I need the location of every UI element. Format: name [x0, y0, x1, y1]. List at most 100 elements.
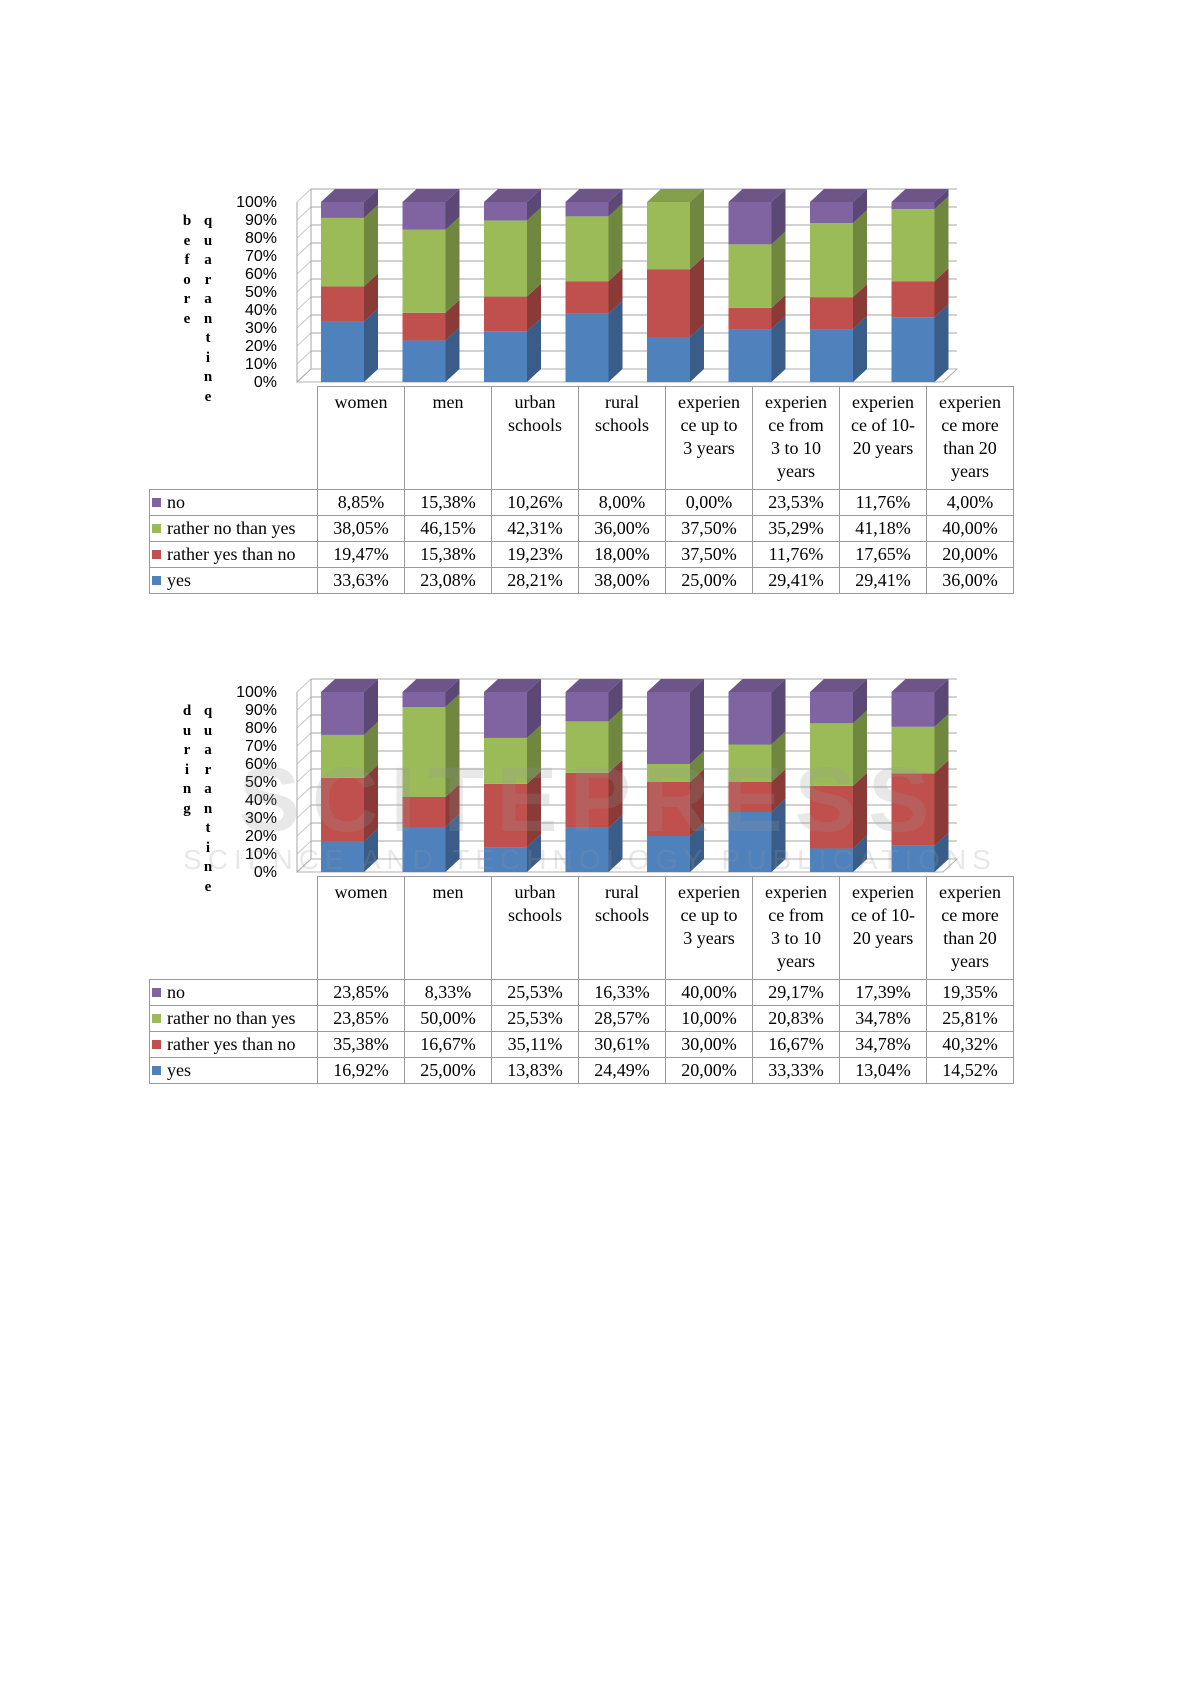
- category-label-line: experien: [939, 882, 1001, 902]
- category-label-line: women: [334, 882, 388, 902]
- table-cell-value: 18,00%: [578, 541, 666, 568]
- table-cell-value: 11,76%: [752, 541, 840, 568]
- y-tick-label: 90%: [245, 702, 277, 719]
- series-name: yes: [167, 570, 191, 590]
- table-cell-value: 23,08%: [404, 567, 492, 594]
- category-label-line: than 20: [943, 928, 997, 948]
- series-legend-cell: rather yes than no: [149, 1031, 318, 1058]
- y-tick-label: 70%: [245, 248, 277, 265]
- y-tick-label: 100%: [236, 684, 277, 701]
- bar-segment-no: [321, 679, 378, 735]
- vertical-title-letter: g: [183, 800, 191, 817]
- bar-segment-rather-yes-than-no: [891, 268, 949, 318]
- table-cell-value: 20,00%: [665, 1057, 753, 1084]
- bar-segment-no: [565, 679, 623, 722]
- vertical-title-letter: u: [182, 722, 192, 739]
- table-cell-value: 37,50%: [665, 541, 753, 568]
- table-cell-value: 25,53%: [491, 1005, 579, 1032]
- table-cell-value: 35,29%: [752, 515, 840, 542]
- bar-segment-no: [647, 679, 704, 764]
- vertical-title-letter: q: [203, 213, 213, 229]
- table-cell-value: 35,11%: [491, 1031, 579, 1058]
- bar-segment-rather-no-than-yes: [321, 204, 378, 287]
- table-cell-value: 11,76%: [839, 489, 927, 516]
- bar-segment-no: [728, 679, 786, 745]
- bar-segment-rather-yes-than-no: [891, 760, 949, 846]
- legend-swatch: [152, 498, 161, 507]
- bar-segment-no: [484, 188, 541, 221]
- bar-segment-rather-no-than-yes: [484, 724, 541, 784]
- category-label-line: 3 to 10: [770, 928, 821, 948]
- gridline-side: [296, 696, 312, 711]
- bar-segment-yes: [891, 832, 949, 872]
- vertical-title-letter: r: [204, 271, 212, 288]
- vertical-title-letter: f: [184, 252, 190, 268]
- category-label-line: ce up to: [680, 415, 738, 435]
- table-cell-value: 15,38%: [404, 541, 492, 568]
- bar-segment-rather-yes-than-no: [728, 294, 786, 330]
- bar-top-cap: [728, 679, 786, 692]
- series-name: rather yes than no: [167, 544, 296, 564]
- table-cell-value: 19,47%: [317, 541, 405, 568]
- y-tick-label: 60%: [245, 266, 277, 283]
- bar-segment-no: [484, 679, 541, 738]
- category-label-line: experien: [765, 882, 827, 902]
- data-table: women men urban schools rural schools experien…: [149, 386, 1014, 594]
- category-label: experien ce of 10- 20 years: [839, 876, 927, 980]
- gridline-side: [296, 840, 312, 855]
- table-cell-value: 33,33%: [752, 1057, 840, 1084]
- category-label-line: urban: [514, 392, 556, 412]
- bar-segment-yes: [647, 823, 704, 872]
- gridline-side: [296, 350, 312, 365]
- series-legend-cell: yes: [149, 1057, 318, 1084]
- data-table: women men urban schools rural schools experien…: [149, 876, 1014, 1084]
- bar-segment-yes: [728, 799, 786, 872]
- table-cell-value: 19,35%: [926, 979, 1014, 1006]
- category-label: women: [317, 876, 405, 980]
- bar-segment-yes: [402, 814, 460, 872]
- vertical-title-letter: a: [204, 742, 212, 758]
- y-tick-label: 40%: [245, 302, 277, 319]
- table-cell-value: 25,53%: [491, 979, 579, 1006]
- table-cell-value: 50,00%: [404, 1005, 492, 1032]
- category-label-line: schools: [508, 905, 562, 925]
- gridline-side: [296, 732, 312, 747]
- vertical-title-letter: r: [183, 291, 191, 307]
- vertical-title-letter: a: [204, 252, 212, 268]
- bar-segment-no: [891, 189, 949, 210]
- y-tick-label: 80%: [245, 720, 277, 737]
- table-cell-value: 10,00%: [665, 1005, 753, 1032]
- bar-top-cap: [647, 679, 704, 692]
- table-cell-value: 25,81%: [926, 1005, 1014, 1032]
- bar-segment-yes: [402, 327, 460, 382]
- table-cell-value: 16,67%: [404, 1031, 492, 1058]
- table-cell-value: 13,04%: [839, 1057, 927, 1084]
- table-row-yes: yes 33,63% 23,08% 28,21% 38,00% 25,00% 29,41% 2…: [149, 567, 1014, 594]
- bar-segment-rather-yes-than-no: [810, 772, 867, 849]
- series-name: yes: [167, 1060, 191, 1080]
- category-label-line: experien: [852, 392, 914, 412]
- bar-top-cap: [565, 679, 623, 692]
- table-cell-value: 40,00%: [665, 979, 753, 1006]
- table-cell-value: 17,39%: [839, 979, 927, 1006]
- gridline-side: [296, 678, 312, 693]
- bar-segment-yes: [891, 304, 949, 382]
- table-cell-value: 15,38%: [404, 489, 492, 516]
- bar-segment-yes: [810, 835, 867, 872]
- table-cell-value: 19,23%: [491, 541, 579, 568]
- vertical-title-letter: i: [205, 839, 211, 856]
- table-cell-value: 0,00%: [665, 489, 753, 516]
- legend-swatch: [152, 1014, 161, 1023]
- table-cell-value: 8,85%: [317, 489, 405, 516]
- y-tick-label: 60%: [245, 756, 277, 773]
- stacked-bar-plot: 100%90%80%70%60%50%40%30%20%10%0%: [236, 678, 959, 881]
- bar-segment-rather-yes-than-no: [728, 769, 786, 813]
- table-cell-value: 8,33%: [404, 979, 492, 1006]
- category-label-line: urban: [514, 882, 556, 902]
- bar-segment-rather-no-than-yes: [484, 207, 541, 297]
- gridline-side: [296, 332, 312, 347]
- bar-top-cap: [891, 189, 949, 202]
- category-header-row: women men urban schools rural schools experien…: [149, 876, 1014, 980]
- vertical-title-letter: d: [182, 703, 192, 719]
